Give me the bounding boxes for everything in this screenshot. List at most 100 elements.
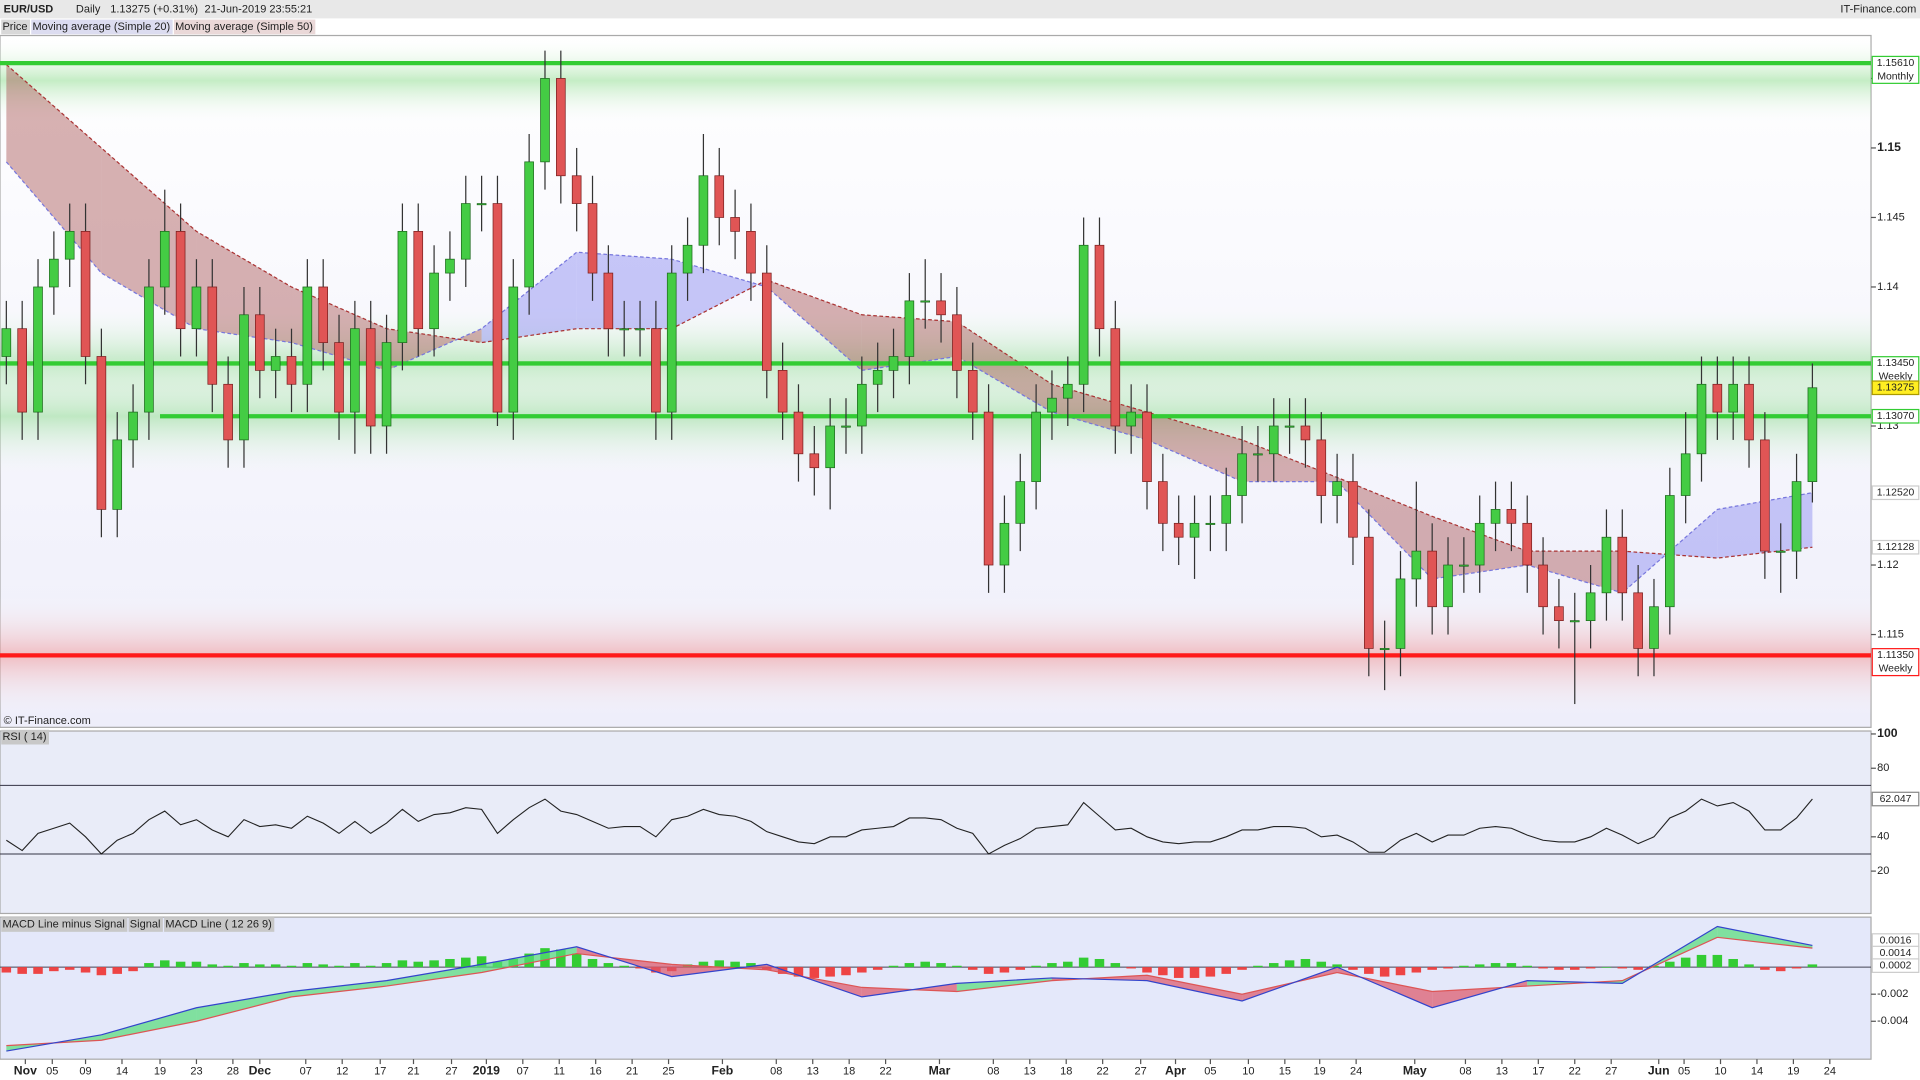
rsi-tag-bg xyxy=(1871,791,1920,807)
legend-rsi-bg xyxy=(1,729,49,745)
candle-body xyxy=(1791,481,1802,552)
candle-body xyxy=(746,230,756,274)
ma-fill xyxy=(1337,477,1433,579)
timeframe: Daily xyxy=(76,4,101,16)
x-tick-label: 05 xyxy=(46,1065,58,1077)
candle-body xyxy=(1300,425,1311,441)
candle-body xyxy=(1490,509,1501,524)
candle-body xyxy=(397,230,408,343)
histogram-bar xyxy=(17,967,27,974)
legend-macd: MACD Line ( 12 26 9) xyxy=(165,918,272,930)
x-tick-label: 22 xyxy=(1569,1065,1581,1077)
histogram-bar xyxy=(1253,965,1263,968)
x-tick-label: Jun xyxy=(1648,1064,1670,1078)
candle-body xyxy=(1126,411,1136,427)
histogram-bar xyxy=(112,967,122,974)
histogram-bar xyxy=(952,965,962,968)
legend-ma50: Moving average (Simple 50) xyxy=(175,21,313,33)
histogram-tag-bg xyxy=(1871,958,1920,973)
level-zone xyxy=(0,36,1872,125)
candle-body xyxy=(286,356,297,385)
histogram-bar xyxy=(381,963,392,968)
histogram-bar xyxy=(1268,963,1279,968)
macd-fill xyxy=(481,946,577,973)
histogram-bar xyxy=(1427,967,1437,970)
candle-body xyxy=(1775,550,1786,553)
histogram-bar xyxy=(904,963,915,968)
candle-body xyxy=(540,78,550,163)
histogram-bar xyxy=(1696,954,1707,968)
histogram-bar xyxy=(223,965,233,968)
histogram-bar xyxy=(698,961,709,968)
candle-body xyxy=(698,175,709,246)
candle-body xyxy=(936,300,946,316)
candle-body xyxy=(1411,550,1422,580)
y-tick-label: 1.15 xyxy=(1877,140,1901,154)
candle-body xyxy=(682,244,693,274)
datetime: 21-Jun-2019 23:55:21 xyxy=(204,4,312,16)
histogram-bar xyxy=(841,967,851,976)
histogram-bar xyxy=(746,963,756,968)
macd-fill xyxy=(101,1007,197,1041)
candle-body xyxy=(1427,550,1437,608)
histogram-bar xyxy=(1601,967,1612,968)
y-tick-label: 1.145 xyxy=(1877,211,1905,223)
last-price-tag: 1.13275 xyxy=(1877,383,1915,394)
histogram-bar xyxy=(1031,965,1041,968)
legend-macd-bg xyxy=(164,917,275,932)
candle-body xyxy=(1633,592,1643,649)
histogram-bar xyxy=(587,958,598,968)
histogram-bar xyxy=(160,960,170,968)
histogram-bar xyxy=(1760,967,1770,970)
candle-body xyxy=(556,78,566,177)
x-tick-label: 17 xyxy=(374,1065,386,1077)
x-tick-label: 23 xyxy=(190,1065,202,1077)
candle-body xyxy=(904,300,915,357)
legend-rsi: RSI ( 14) xyxy=(2,731,46,743)
candle-body xyxy=(1807,387,1818,482)
x-tick-label: 05 xyxy=(1678,1065,1690,1077)
legend-price: Price xyxy=(2,21,27,33)
histogram-bar xyxy=(270,964,281,968)
x-tick-label: 08 xyxy=(770,1065,782,1077)
histogram-bar xyxy=(983,967,994,974)
candle-body xyxy=(1268,425,1279,455)
histogram-bar xyxy=(1158,967,1168,976)
candle-body xyxy=(302,286,313,385)
histogram-bar xyxy=(1205,967,1216,977)
level-tag-bg xyxy=(1871,408,1920,424)
histogram-bar xyxy=(255,964,265,968)
candle-body xyxy=(413,230,424,330)
y-tick-label: -0.004 xyxy=(1877,1015,1908,1027)
x-tick-label: 14 xyxy=(1751,1065,1763,1077)
histogram-bar xyxy=(1142,967,1152,973)
x-tick-label: Dec xyxy=(249,1064,272,1078)
histogram-bar xyxy=(1712,954,1723,968)
ma-tag: 1.12128 xyxy=(1877,542,1915,553)
candle-body xyxy=(128,411,138,441)
histogram-bar xyxy=(936,963,946,968)
legend-price-bg xyxy=(1,19,31,35)
histogram-bar xyxy=(429,960,439,968)
candle-body xyxy=(619,328,630,331)
histogram-bar xyxy=(1617,967,1628,969)
histogram-bar xyxy=(1348,967,1358,970)
candle-body xyxy=(1284,425,1295,428)
histogram-bar xyxy=(286,965,297,968)
level-tag-bg xyxy=(1871,356,1920,385)
legend-ma20-bg xyxy=(31,19,173,35)
level-tag-bg xyxy=(1871,55,1920,84)
quote: 1.13275 (+0.31%) xyxy=(110,4,198,16)
legend-histogram-bg xyxy=(1,917,128,932)
histogram-bar xyxy=(1395,967,1406,976)
x-tick-label: Feb xyxy=(712,1064,734,1078)
candle-body xyxy=(1205,522,1216,525)
candle-body xyxy=(223,383,233,441)
candle-body xyxy=(1712,383,1723,413)
candle-body xyxy=(445,258,455,274)
histogram-bar xyxy=(191,961,202,968)
x-tick-label: 24 xyxy=(1350,1065,1362,1077)
level-tag: 1.15610 xyxy=(1877,58,1915,69)
histogram-bar xyxy=(1364,967,1374,974)
